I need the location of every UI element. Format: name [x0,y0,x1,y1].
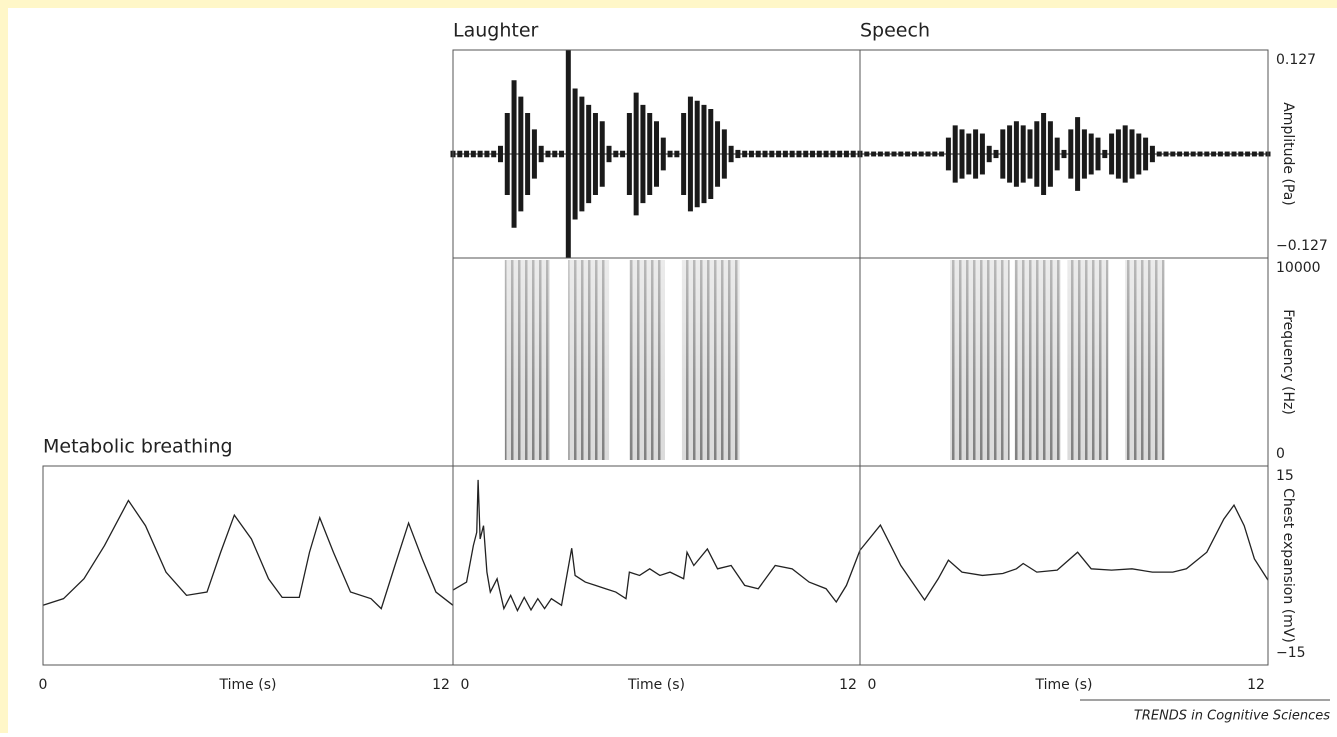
y-tick-label: −0.127 [1276,238,1328,254]
credit: TRENDS in Cognitive Sciences [1134,709,1330,724]
x-tick-label: 12 [1247,677,1265,693]
y-tick-label: 0.127 [1276,52,1316,68]
y-tick-label: 15 [1276,468,1294,484]
x-tick-label: 12 [839,677,857,693]
panel-title: Metabolic breathing [43,436,233,458]
segment-fade [1125,260,1164,460]
segment-fade [1015,260,1061,460]
x-axis-label: Time (s) [627,677,685,693]
top-border [0,0,1337,8]
y-tick-label: −15 [1276,645,1306,661]
x-axis-label: Time (s) [1035,677,1093,693]
segment-fade [505,260,550,460]
trace [453,480,860,611]
x-axis-label: Time (s) [219,677,277,693]
x-tick-label: 0 [39,677,48,693]
y-tick-label: 10000 [1276,260,1321,276]
segment-fade [682,260,740,460]
segment-fade [1067,260,1108,460]
left-border [0,0,8,733]
segment-fade [629,260,665,460]
segment-fade [568,260,609,460]
x-tick-label: 0 [868,677,877,693]
panel-frame [860,258,1268,466]
y-axis-label: Chest expansion (mV) [1280,488,1296,643]
panel-frame [453,466,860,665]
panel-frame [43,466,453,665]
page: TRENDS in Cognitive Sciences Metabolic b… [0,0,1337,733]
trace [860,505,1268,600]
trace [43,500,453,608]
panel-title: Laughter [453,20,539,42]
figure: TRENDS in Cognitive Sciences Metabolic b… [0,0,1337,733]
segment-fade [950,260,1010,460]
y-axis-label: Frequency (Hz) [1280,309,1296,415]
panel-frame [860,466,1268,665]
y-axis-label: Amplitude (Pa) [1280,102,1296,206]
x-tick-label: 0 [461,677,470,693]
y-tick-label: 0 [1276,446,1285,462]
panel-title: Speech [860,20,930,42]
x-tick-label: 12 [432,677,450,693]
